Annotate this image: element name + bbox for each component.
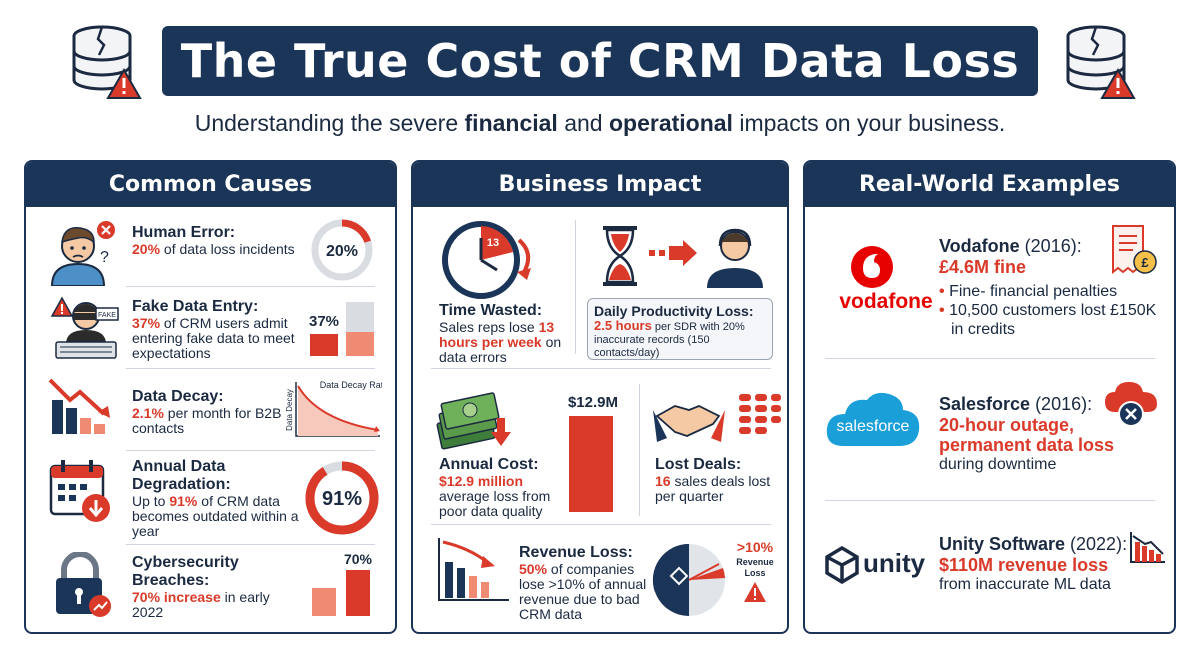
handshake-icon xyxy=(653,394,781,442)
page-subtitle: Understanding the severe financial and o… xyxy=(194,110,1006,136)
unity-logo-icon xyxy=(825,546,859,584)
page-title: The True Cost of CRM Data Loss xyxy=(180,34,1020,88)
bar-label: 70% xyxy=(344,551,373,567)
title-banner: The True Cost of CRM Data Loss xyxy=(162,26,1038,96)
cost-bar xyxy=(569,416,613,512)
panel-heading: Common Causes xyxy=(26,162,395,207)
salesforce-example: Salesforce (2016): 20-hour outage, perma… xyxy=(939,394,1115,473)
clock-icon: 13 xyxy=(442,221,531,299)
salesforce-wordmark: salesforce xyxy=(836,418,910,435)
fake-entry-text: Fake Data Entry: 37% of CRM users admit … xyxy=(132,298,295,361)
common-causes-panel: Common Causes ? Human Error: 20% of data… xyxy=(24,160,397,634)
pie-label: Revenue xyxy=(736,557,774,567)
chart-ylabel: Data Decay xyxy=(285,389,294,431)
padlock-icon xyxy=(56,552,111,617)
decay-rate-chart: Data Decay Rate Data Decay xyxy=(285,380,382,437)
confused-person-icon: ? xyxy=(50,221,115,286)
human-error-gauge: 20% xyxy=(311,219,373,281)
pie-pct: >10% xyxy=(737,539,774,555)
business-impact-panel: Business Impact 13 Time Wasted: Sales re… xyxy=(411,160,789,634)
gauge-label: 20% xyxy=(326,243,358,260)
cloud-error-icon xyxy=(1105,382,1157,427)
degradation-gauge: 91% xyxy=(305,461,379,535)
vodafone-example: Vodafone (2016): £4.6M fine xyxy=(939,236,1082,277)
hacker-keyboard-icon: FAKE xyxy=(50,296,119,359)
vodafone-logo-icon xyxy=(851,246,893,288)
gauge-label: 91% xyxy=(322,488,362,510)
unity-example: Unity Software (2022): $110M revenue los… xyxy=(939,534,1128,593)
revenue-decline-icon xyxy=(438,538,509,601)
salesforce-logo-icon xyxy=(826,392,920,446)
bar-label: 37% xyxy=(309,313,339,330)
pie-label: Loss xyxy=(744,568,765,578)
declining-bars-icon xyxy=(1130,532,1165,563)
revenue-loss-pie: >10% Revenue Loss xyxy=(652,539,774,616)
decay-text: Data Decay: 2.1% per month for B2B conta… xyxy=(132,388,282,436)
human-error-text: Human Error: 20% of data loss incidents xyxy=(132,224,295,257)
examples-panel: Real-World Examples vodafone Vodafone (2… xyxy=(803,160,1176,634)
svg-text:£: £ xyxy=(1141,255,1149,270)
cost-bar-label: $12.9M xyxy=(567,394,619,411)
unity-wordmark: unity xyxy=(863,548,926,578)
revenue-loss-text: Revenue Loss: 50% of companies lose >10%… xyxy=(519,544,647,622)
chart-title: Data Decay Rate xyxy=(320,380,382,390)
panel-heading: Real-World Examples xyxy=(805,162,1174,207)
time-wasted-text: Time Wasted: Sales reps lose 13 hours pe… xyxy=(439,302,562,365)
fake-badge: FAKE xyxy=(98,312,116,319)
vodafone-bullets: • Fine- financial penalties • 10,500 cus… xyxy=(939,283,1157,338)
database-warning-icon xyxy=(72,25,142,99)
calendar-down-icon xyxy=(49,460,110,522)
declining-chart-icon xyxy=(48,378,110,434)
panel-heading: Business Impact xyxy=(413,162,787,207)
lost-deals-text: Lost Deals: 16 sales deals lost per quar… xyxy=(655,456,771,504)
money-stack-icon xyxy=(436,392,511,450)
hourglass-agent-icon xyxy=(603,226,763,288)
invoice-pound-icon: £ xyxy=(1112,225,1157,275)
svg-text:?: ? xyxy=(100,249,109,266)
breaches-text: Cybersecurity Breaches: 70% increase in … xyxy=(132,554,270,620)
annual-cost-text: Annual Cost: $12.9 million average loss … xyxy=(439,456,551,519)
productivity-callout: Daily Productivity Loss: 2.5 hours per S… xyxy=(587,298,773,360)
degradation-text: Annual Data Degradation: Up to 91% of CR… xyxy=(132,458,299,539)
fake-entry-bar-chart: 37% xyxy=(309,302,374,356)
breaches-bar-chart: 70% xyxy=(312,551,373,616)
vodafone-wordmark: vodafone xyxy=(839,290,933,313)
database-warning-icon xyxy=(1066,25,1136,99)
clock-label: 13 xyxy=(487,237,499,249)
